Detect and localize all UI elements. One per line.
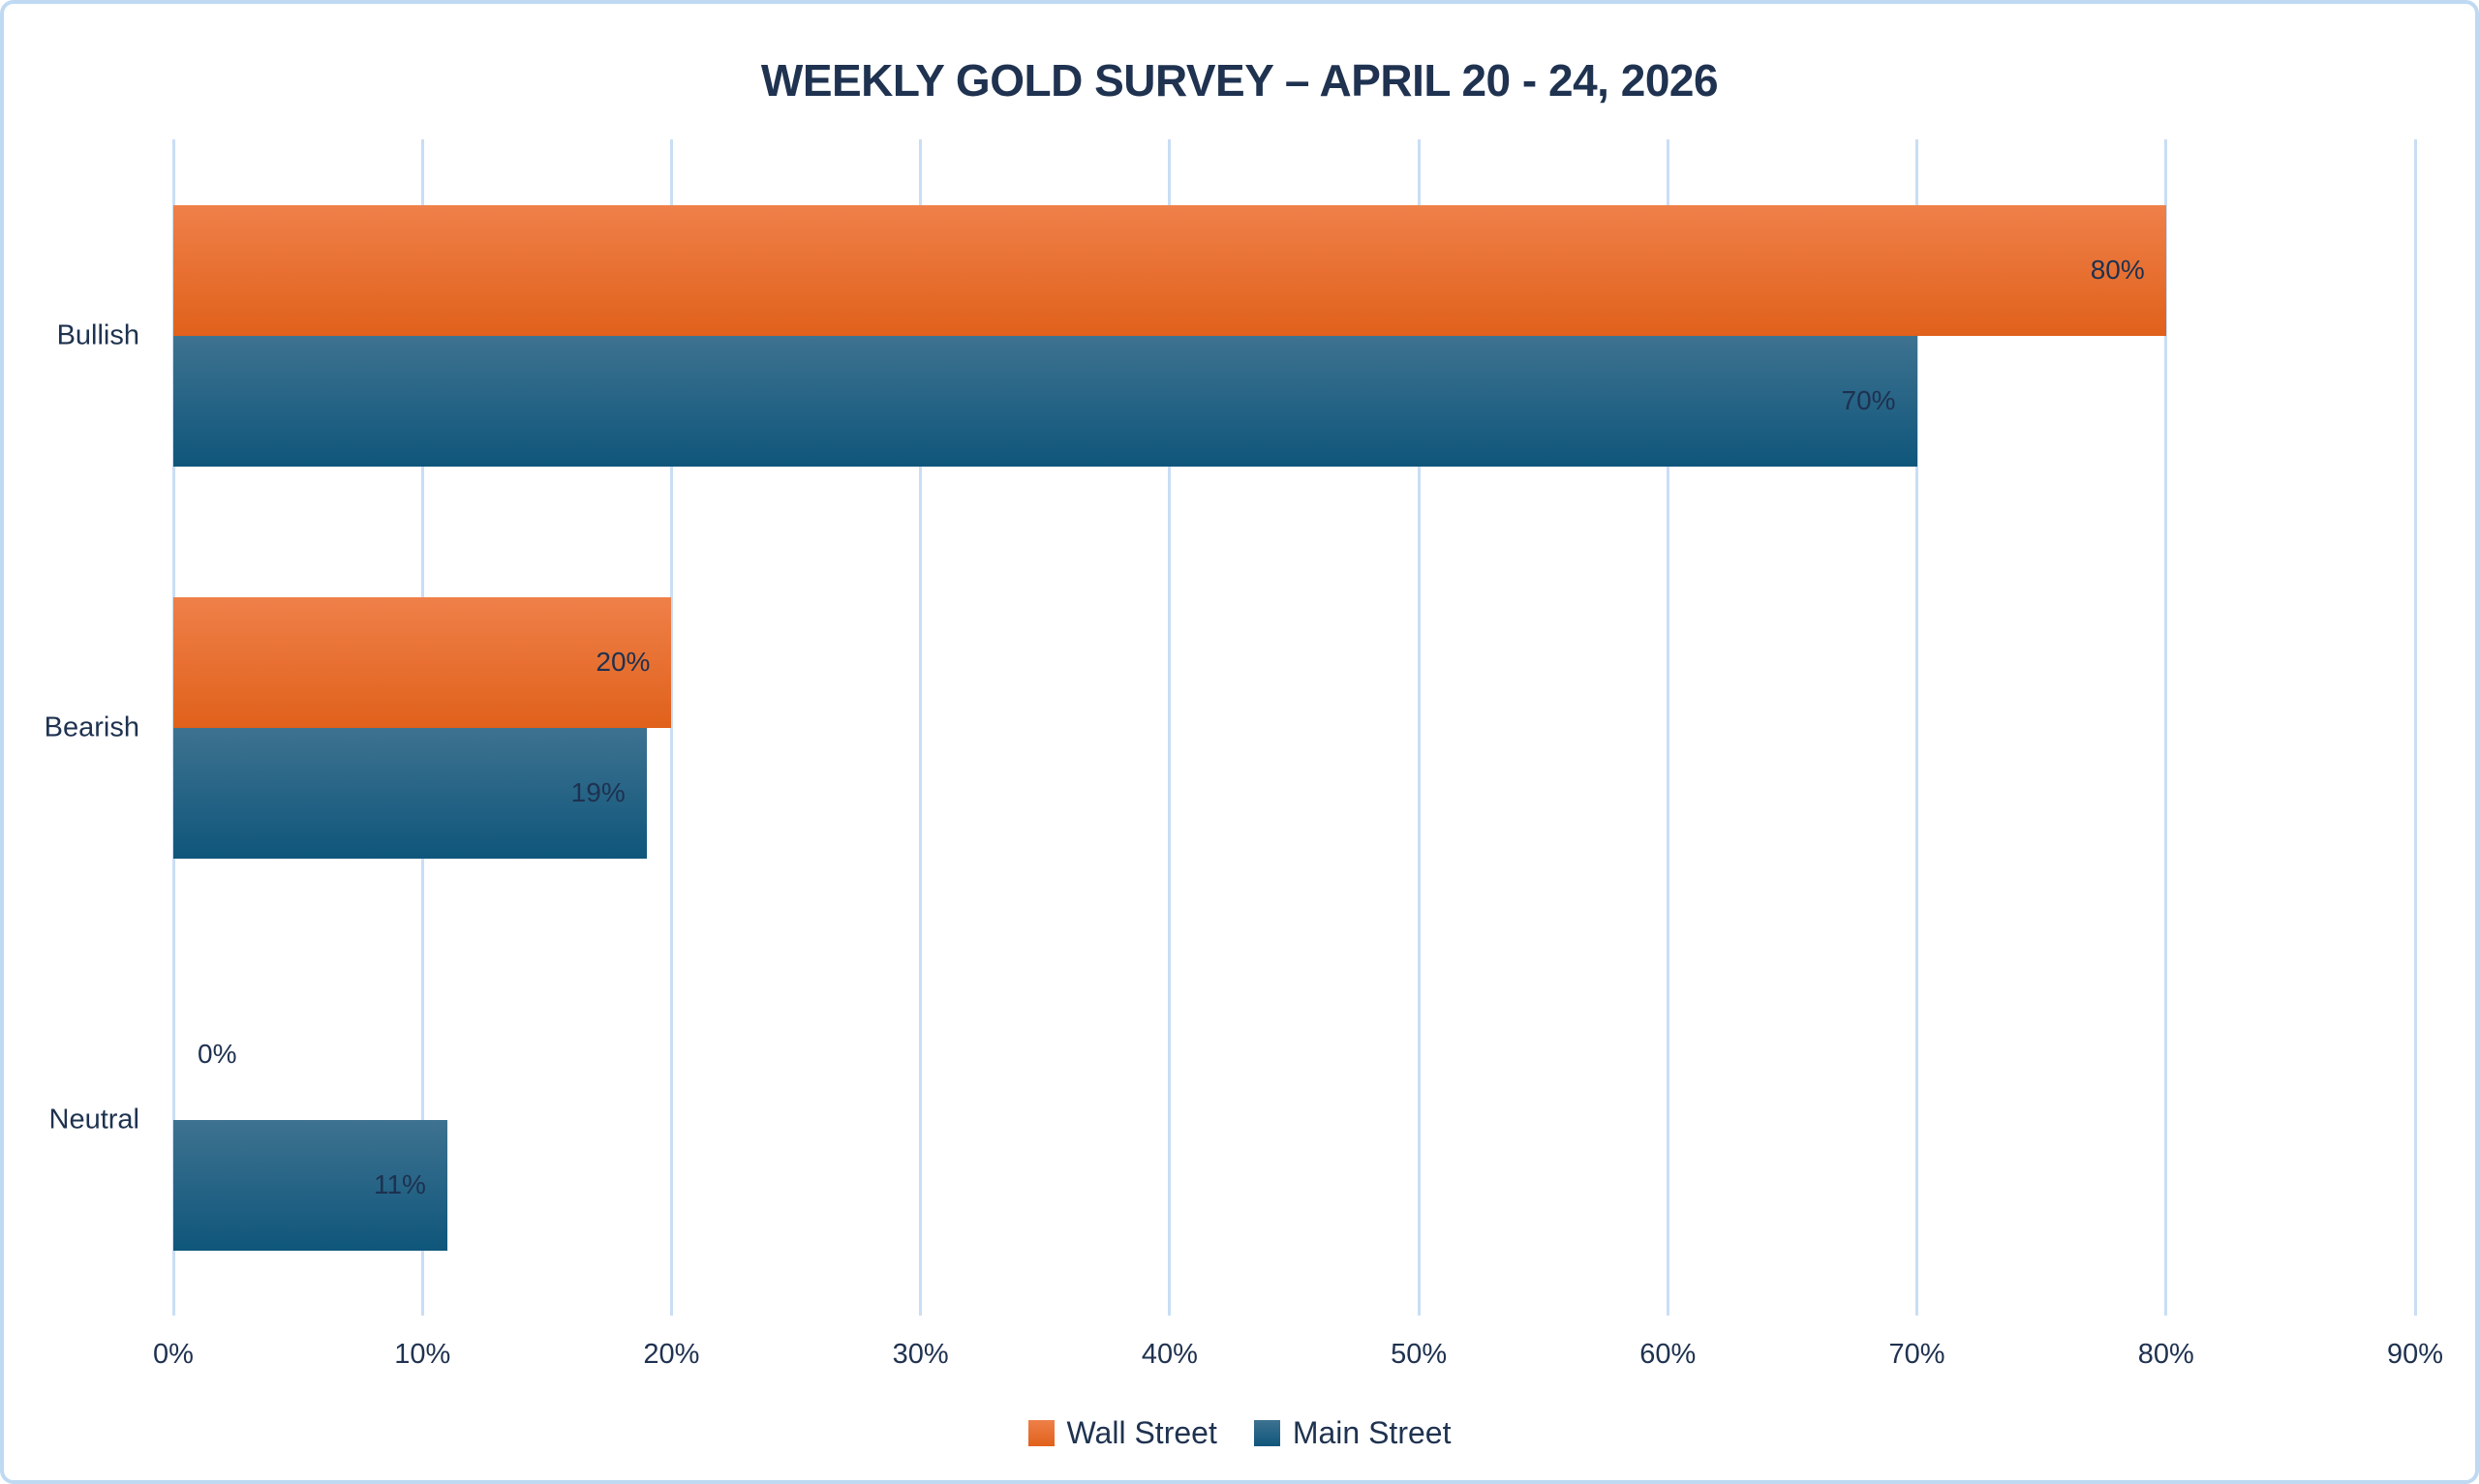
x-tick-label-20-: 20% [643, 1339, 700, 1370]
gridline-80- [2164, 139, 2168, 1316]
bar-value-label-main-street-neutral: 11% [373, 1169, 426, 1199]
bar-wall-street-bearish [173, 596, 672, 728]
category-label-bearish: Bearish [44, 712, 139, 742]
legend: Wall Street Main Street [4, 1415, 2475, 1451]
gridline-30- [919, 139, 923, 1316]
legend-item-wall-street: Wall Street [1027, 1415, 1217, 1451]
bar-value-label-wall-street-bullish: 80% [2090, 255, 2145, 285]
x-tick-label-30-: 30% [892, 1339, 949, 1370]
gridline-40- [1168, 139, 1172, 1316]
bar-main-street-neutral [173, 1119, 447, 1251]
x-tick-label-50-: 50% [1391, 1339, 1448, 1370]
bar-wall-street-bullish [173, 204, 2166, 336]
x-tick-label-80-: 80% [2137, 1339, 2194, 1370]
legend-label-main-street: Main Street [1292, 1415, 1452, 1450]
bar-value-label-wall-street-neutral: 0% [198, 1039, 237, 1069]
x-tick-label-60-: 60% [1639, 1339, 1697, 1370]
legend-swatch-wall-street [1027, 1420, 1055, 1446]
x-tick-label-40-: 40% [1141, 1339, 1198, 1370]
chart-title: WEEKLY GOLD SURVEY – APRIL 20 - 24, 2026 [760, 55, 1719, 106]
bar-main-street-bullish [173, 335, 1917, 467]
x-tick-label-90-: 90% [2386, 1339, 2444, 1370]
gridline-50- [1417, 139, 1421, 1316]
plot-area: 0% 10% 20% 30% 40% 50% 60% 70% 80% 90% Bullish 80% 7… [45, 139, 2443, 1369]
gridline-20- [669, 139, 673, 1316]
category-label-neutral: Neutral [48, 1104, 140, 1135]
category-label-bullish: Bullish [56, 319, 139, 350]
gridline-60- [1666, 139, 1669, 1316]
legend-item-main-street: Main Street [1253, 1415, 1452, 1451]
gridline-70- [1915, 139, 1919, 1316]
x-tick-label-10-: 10% [394, 1339, 451, 1370]
bar-main-street-bearish [173, 727, 647, 859]
bar-value-label-wall-street-bearish: 20% [596, 647, 651, 677]
bar-value-label-main-street-bearish: 19% [570, 777, 626, 807]
x-tick-label-0-: 0% [153, 1339, 194, 1370]
legend-label-wall-street: Wall Street [1066, 1415, 1217, 1450]
gridline-90- [2413, 139, 2417, 1316]
x-tick-label-70-: 70% [1888, 1339, 1945, 1370]
bar-value-label-main-street-bullish: 70% [1841, 385, 1896, 415]
legend-swatch-main-street [1253, 1420, 1280, 1446]
